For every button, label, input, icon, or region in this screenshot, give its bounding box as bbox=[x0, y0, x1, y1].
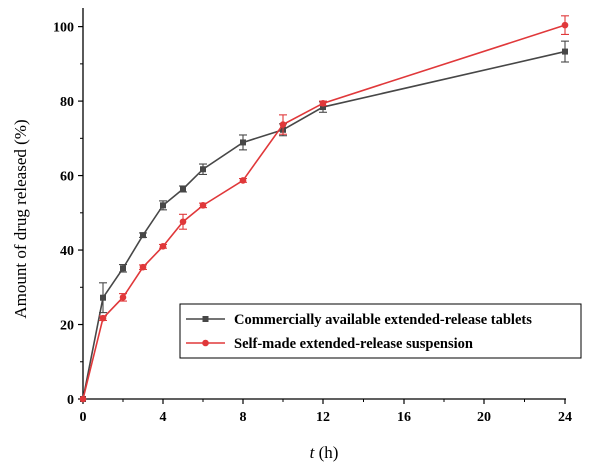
x-tick-label: 24 bbox=[558, 410, 572, 425]
legend-marker-circle bbox=[202, 339, 209, 347]
y-tick-label: 20 bbox=[60, 319, 74, 334]
data-point bbox=[160, 202, 166, 209]
x-axis-title: t (h) bbox=[310, 443, 339, 462]
y-axis-title: Amount of drug released (%) bbox=[11, 119, 30, 318]
data-point bbox=[199, 202, 207, 209]
data-point bbox=[562, 48, 568, 55]
x-tick-label: 8 bbox=[240, 410, 247, 425]
legend-marker-square bbox=[202, 316, 209, 322]
series-layer bbox=[79, 15, 569, 403]
legend-box bbox=[179, 303, 582, 359]
data-point bbox=[79, 395, 87, 403]
y-tick-label: 80 bbox=[60, 95, 74, 110]
legend-entry-commercial: Commercially available extended-release … bbox=[186, 312, 532, 328]
data-point bbox=[279, 121, 287, 128]
data-point bbox=[320, 104, 326, 111]
legend: Commercially available extended-release … bbox=[179, 303, 582, 359]
y-tick-label: 100 bbox=[53, 21, 74, 36]
plot-area: 0 4 8 12 16 20 24 0 20 40 60 80 100 bbox=[53, 8, 572, 425]
series-0 bbox=[80, 40, 569, 402]
data-point bbox=[179, 218, 187, 226]
data-point bbox=[180, 185, 186, 192]
x-ticks: 0 4 8 12 16 20 24 bbox=[80, 399, 572, 425]
data-point bbox=[99, 314, 107, 322]
data-point bbox=[159, 243, 167, 250]
data-point bbox=[139, 263, 147, 271]
data-point bbox=[200, 166, 206, 173]
data-point bbox=[119, 294, 127, 301]
x-tick-label: 4 bbox=[160, 410, 167, 425]
x-tick-label: 0 bbox=[80, 410, 87, 425]
data-point bbox=[120, 265, 126, 272]
data-point bbox=[561, 21, 569, 29]
legend-entry-selfmade: Self-made extended-release suspension bbox=[186, 336, 473, 352]
x-tick-label: 16 bbox=[397, 410, 411, 425]
y-ticks: 0 20 40 60 80 100 bbox=[53, 21, 83, 408]
y-tick-label: 40 bbox=[60, 244, 74, 259]
data-point bbox=[239, 177, 247, 184]
legend-label-commercial: Commercially available extended-release … bbox=[234, 312, 532, 328]
series-1 bbox=[79, 15, 569, 403]
data-point bbox=[100, 294, 106, 301]
x-tick-label: 20 bbox=[477, 410, 491, 425]
y-tick-label: 60 bbox=[60, 170, 74, 185]
x-tick-label: 12 bbox=[316, 410, 330, 425]
y-tick-label: 0 bbox=[67, 393, 74, 408]
data-point bbox=[240, 139, 246, 146]
legend-label-selfmade: Self-made extended-release suspension bbox=[234, 336, 473, 352]
data-point bbox=[319, 100, 327, 107]
data-point bbox=[140, 232, 146, 239]
